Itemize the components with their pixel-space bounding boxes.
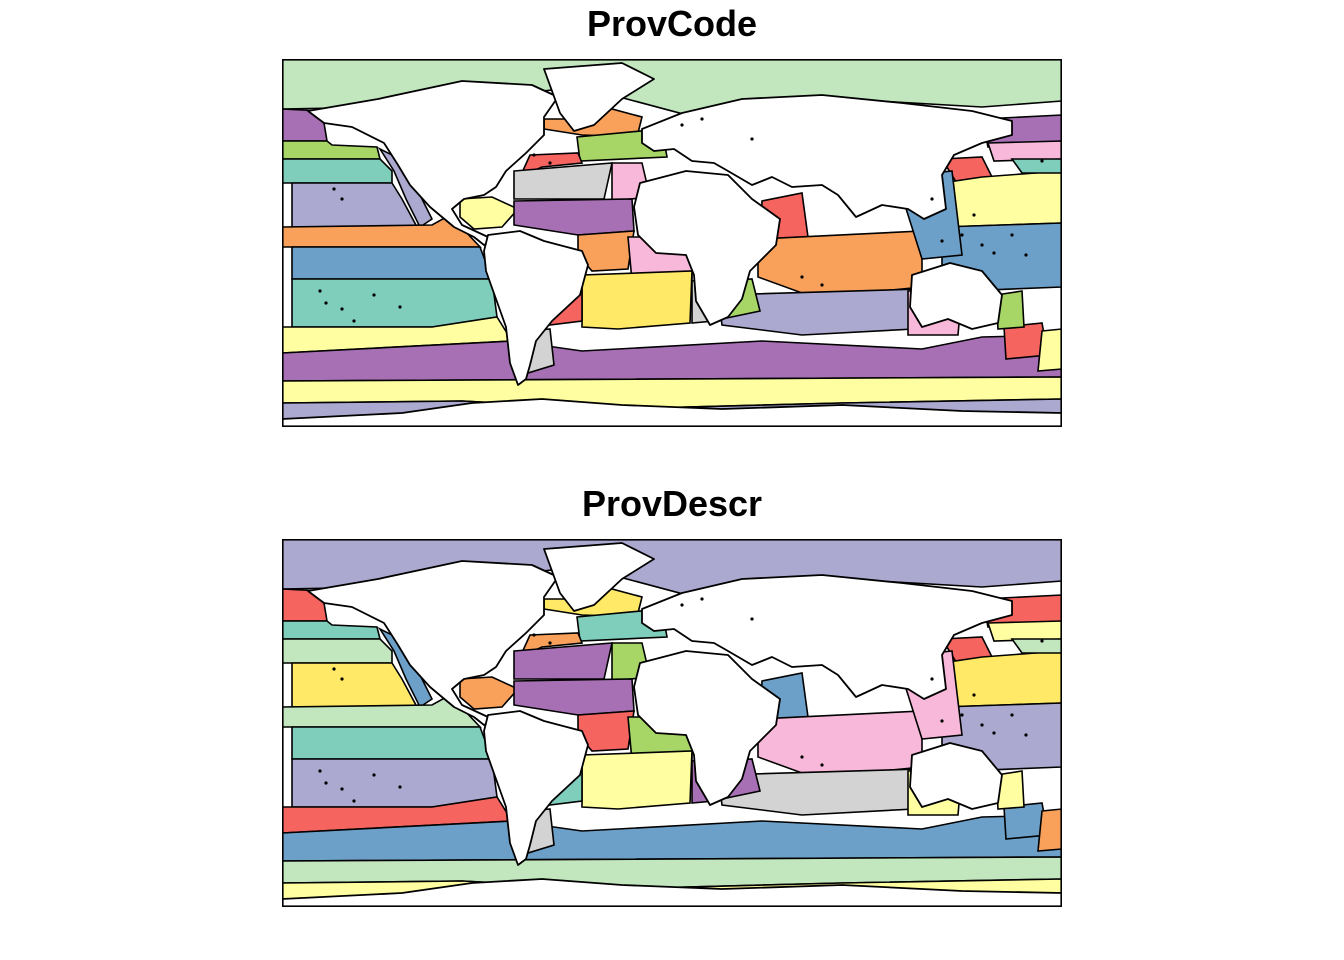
provdescr-island-12	[1010, 713, 1014, 717]
provcode-island-13	[1024, 253, 1028, 257]
provdescr-province-tasman	[1037, 808, 1062, 852]
provcode-province-n-pac-polar	[986, 140, 1062, 162]
provdescr-island-10	[980, 723, 984, 727]
provcode-land-antarctica	[282, 398, 1062, 427]
provdescr-island-18	[960, 713, 964, 717]
provcode-map-frame	[282, 59, 1062, 427]
provcode-island-15	[548, 161, 552, 165]
provdescr-island-11	[992, 731, 996, 735]
provcode-province-gulf-mexico	[459, 196, 520, 230]
provcode-island-3	[324, 301, 328, 305]
provdescr-province-n-pacific-2	[282, 638, 393, 664]
provdescr-island-4	[340, 787, 344, 791]
provdescr-land-greenland	[543, 542, 655, 612]
provdescr-island-1	[340, 677, 344, 681]
provcode-land-africa	[633, 170, 781, 326]
provcode-land-australia	[909, 262, 1003, 330]
ocean-province-map-provcode	[282, 59, 1062, 427]
provdescr-province-indian-monsoon	[757, 710, 923, 774]
provcode-province-s-pacific-gyre	[291, 278, 498, 328]
provdescr-map-frame	[282, 539, 1062, 907]
provdescr-land-antarctica	[282, 878, 1062, 907]
provdescr-island-23	[1040, 639, 1044, 643]
provdescr-island-16	[930, 677, 934, 681]
provdescr-province-n-pac-trans	[1010, 638, 1062, 654]
provcode-island-19	[972, 213, 976, 217]
provdescr-province-gulf-mexico	[459, 676, 520, 710]
provcode-island-7	[398, 305, 402, 309]
provdescr-province-s-pacific-gyre	[291, 758, 498, 808]
provdescr-island-13	[1024, 733, 1028, 737]
provdescr-province-e-pacific-sub	[291, 662, 419, 708]
provcode-island-4	[340, 307, 344, 311]
provcode-island-16	[930, 197, 934, 201]
provdescr-province-s-atl-gyre	[581, 750, 693, 810]
provdescr-island-5	[352, 799, 356, 803]
provcode-island-10	[980, 243, 984, 247]
provdescr-province-n-pacific-1	[282, 620, 382, 640]
provcode-province-n-pacific-1	[282, 140, 382, 160]
provdescr-island-0	[332, 667, 336, 671]
provcode-island-5	[352, 319, 356, 323]
provdescr-land-eurasia	[641, 574, 1013, 700]
provdescr-province-n-pac-polar	[986, 620, 1062, 642]
provcode-land-south-america	[483, 230, 589, 386]
provcode-land-eurasia	[641, 94, 1013, 220]
ocean-province-map-provdescr	[282, 539, 1062, 907]
provcode-island-21	[700, 117, 704, 121]
provdescr-island-20	[680, 603, 684, 607]
provdescr-island-17	[940, 719, 944, 723]
provdescr-land-australia	[909, 742, 1003, 810]
provdescr-island-9	[820, 763, 824, 767]
provdescr-island-3	[324, 781, 328, 785]
provcode-island-12	[1010, 233, 1014, 237]
provcode-island-1	[340, 197, 344, 201]
provcode-island-2	[318, 289, 322, 293]
provcode-province-s-atl-gyre	[581, 270, 693, 330]
provdescr-island-2	[318, 769, 322, 773]
provcode-province-n-pac-trans	[1010, 158, 1062, 174]
provcode-province-e-pacific-sub	[291, 182, 419, 228]
provcode-island-11	[992, 251, 996, 255]
provcode-island-17	[940, 239, 944, 243]
provdescr-island-6	[372, 773, 376, 777]
provdescr-island-8	[800, 755, 804, 759]
provcode-island-9	[820, 283, 824, 287]
provcode-province-indian-monsoon	[757, 230, 923, 294]
provcode-island-6	[372, 293, 376, 297]
provdescr-land-africa	[633, 650, 781, 806]
provcode-province-n-pacific-2	[282, 158, 393, 184]
provdescr-island-19	[972, 693, 976, 697]
provcode-island-8	[800, 275, 804, 279]
provdescr-island-14	[532, 633, 536, 637]
provdescr-island-7	[398, 785, 402, 789]
provcode-island-23	[1040, 159, 1044, 163]
provdescr-land-south-america	[483, 710, 589, 866]
provdescr-island-15	[548, 641, 552, 645]
panel-title-provcode: ProvCode	[586, 3, 758, 44]
provdescr-island-22	[750, 617, 754, 621]
panel-title-provdescr: ProvDescr	[581, 483, 763, 524]
provcode-island-18	[960, 233, 964, 237]
provcode-province-tropic-pac-south	[291, 246, 494, 280]
provcode-island-0	[332, 187, 336, 191]
provcode-island-22	[750, 137, 754, 141]
provdescr-province-tropic-pac-south	[291, 726, 494, 760]
provdescr-island-21	[700, 597, 704, 601]
provcode-island-20	[680, 123, 684, 127]
provcode-land-greenland	[543, 62, 655, 132]
provcode-province-tasman	[1037, 328, 1062, 372]
provcode-island-14	[532, 153, 536, 157]
